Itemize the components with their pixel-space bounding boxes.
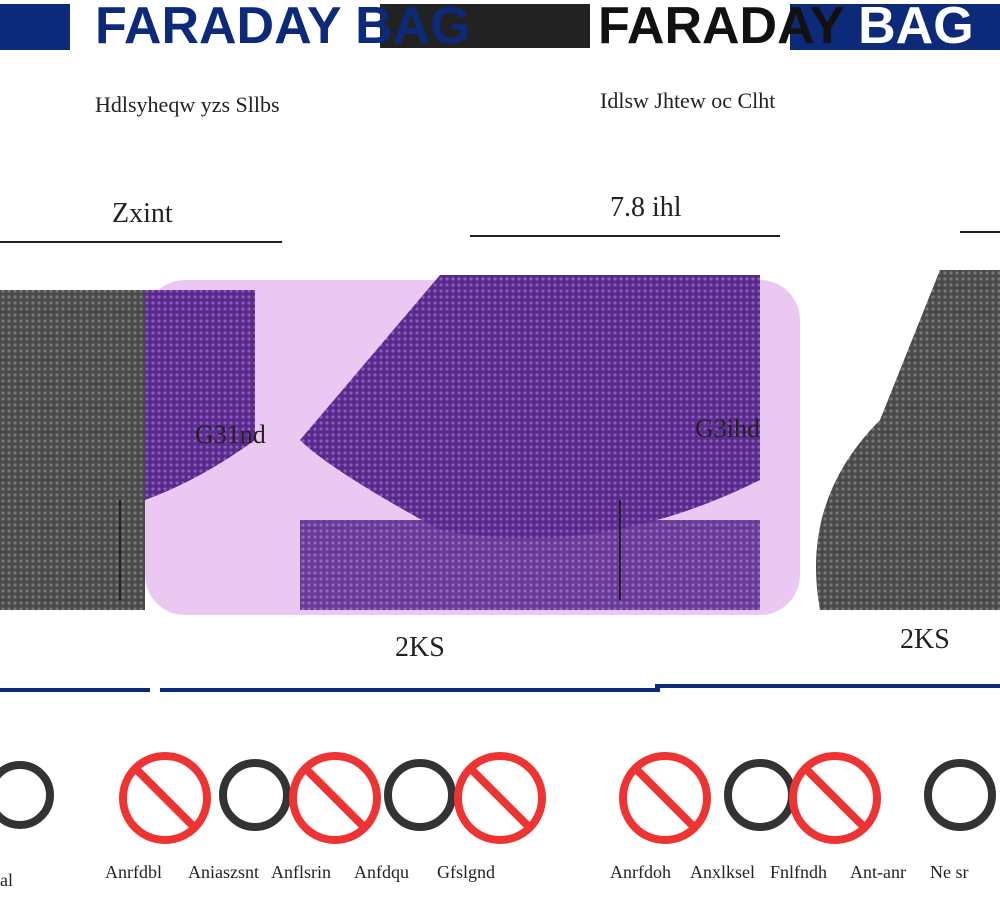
subtitle: Idlsw Jhtew oc Clht [600,88,776,113]
width-label: 7.8 ihl [610,192,682,223]
width-label: Zxint [112,198,173,229]
icon-label: Ant-anr [850,862,906,882]
icon-label: Anxlksel [690,862,755,882]
title-right: FARADAY BAG [598,0,974,56]
icon-label: Fnlfndh [770,862,828,882]
icon-label: Ne sr [930,862,969,882]
subtitle: Hdlsyheqw yzs Sllbs [95,92,280,117]
height-label: G3ihd [695,414,760,443]
height-label: G31nd [195,420,266,449]
icon-label: Anfdqu [354,862,409,882]
depth-label: 2KS [395,632,445,663]
icon-label: Anflsrin [271,862,331,882]
title-accent: BAG [858,0,974,55]
depth-label: 2KS [900,624,950,655]
icon-label: al [0,870,13,890]
icon-label: Gfslgnd [437,862,495,882]
title-main: FARADAY [598,0,844,55]
icon-label: Aniaszsnt [188,862,259,882]
title-left: FARADAY BAG [95,0,471,55]
icon-label: Anrfdbl [105,862,162,882]
icon-label: Anrfdoh [610,862,671,882]
